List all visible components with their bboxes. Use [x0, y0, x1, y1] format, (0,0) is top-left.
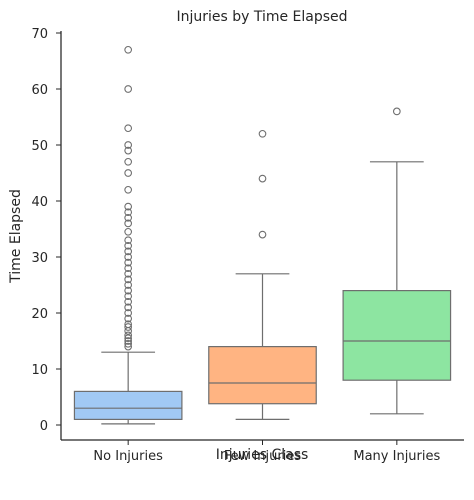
y-tick-label: 60 [31, 83, 48, 98]
boxes-layer [73, 45, 452, 425]
outlier-point [124, 202, 133, 211]
y-axis-ticks: 0 10 20 30 40 50 60 70 [31, 27, 61, 434]
outlier-point [124, 241, 133, 250]
outlier-point [124, 331, 133, 340]
outlier-point [124, 247, 133, 256]
y-axis-label: Time Elapsed [8, 189, 24, 284]
box-iqr [208, 346, 317, 405]
x-tick-label: Many Injuries [353, 449, 440, 464]
outlier-point [124, 339, 133, 348]
box-group [73, 45, 183, 425]
outlier-point [124, 337, 133, 345]
outlier-point [124, 146, 133, 155]
outlier-point [124, 269, 133, 278]
outlier-point [124, 141, 133, 149]
y-tick-label: 20 [31, 307, 48, 322]
outlier-point [124, 264, 133, 273]
x-tick-label: Few Injuries [224, 449, 301, 464]
outlier-point [124, 219, 133, 228]
y-tick-label: 0 [40, 419, 48, 434]
outlier-point [124, 45, 133, 54]
x-tick-label: No Injuries [93, 449, 163, 464]
y-tick-label: 50 [31, 139, 48, 154]
outlier-point [124, 275, 133, 284]
x-axis-label: Injuries Class [216, 447, 309, 463]
outlier-point [124, 124, 133, 133]
outlier-point [124, 213, 133, 222]
outlier-point [124, 334, 133, 343]
box-group [208, 129, 317, 420]
box-group [342, 107, 452, 415]
outlier-point [124, 292, 133, 301]
outlier-point [124, 342, 133, 351]
outlier-point [124, 281, 133, 289]
outlier-point [124, 85, 133, 93]
outlier-point [258, 230, 267, 239]
outlier-point [124, 157, 133, 166]
outlier-point [124, 258, 133, 267]
y-tick-label: 30 [31, 251, 48, 266]
y-tick-label: 40 [31, 195, 48, 210]
outlier-point [124, 297, 133, 306]
outlier-point [258, 129, 267, 138]
chart-title: Injuries by Time Elapsed [176, 9, 347, 25]
outlier-point [124, 303, 133, 312]
outlier-point [258, 174, 267, 183]
outlier-point [124, 320, 133, 329]
outlier-point [124, 286, 133, 295]
outlier-point [124, 236, 133, 245]
outlier-point [124, 185, 133, 194]
box-iqr [342, 290, 452, 381]
outlier-point [124, 323, 133, 331]
outlier-point [124, 314, 133, 323]
outlier-point [124, 208, 133, 217]
outlier-point [124, 253, 133, 261]
outlier-point [124, 309, 133, 317]
box-iqr [73, 390, 183, 420]
outlier-point [392, 107, 401, 116]
outlier-point [124, 227, 133, 236]
x-axis-ticks: No Injuries Few Injuries Many Injuries [93, 440, 441, 464]
y-tick-label: 10 [31, 363, 48, 378]
outlier-point [124, 169, 133, 177]
y-tick-label: 70 [31, 27, 48, 42]
